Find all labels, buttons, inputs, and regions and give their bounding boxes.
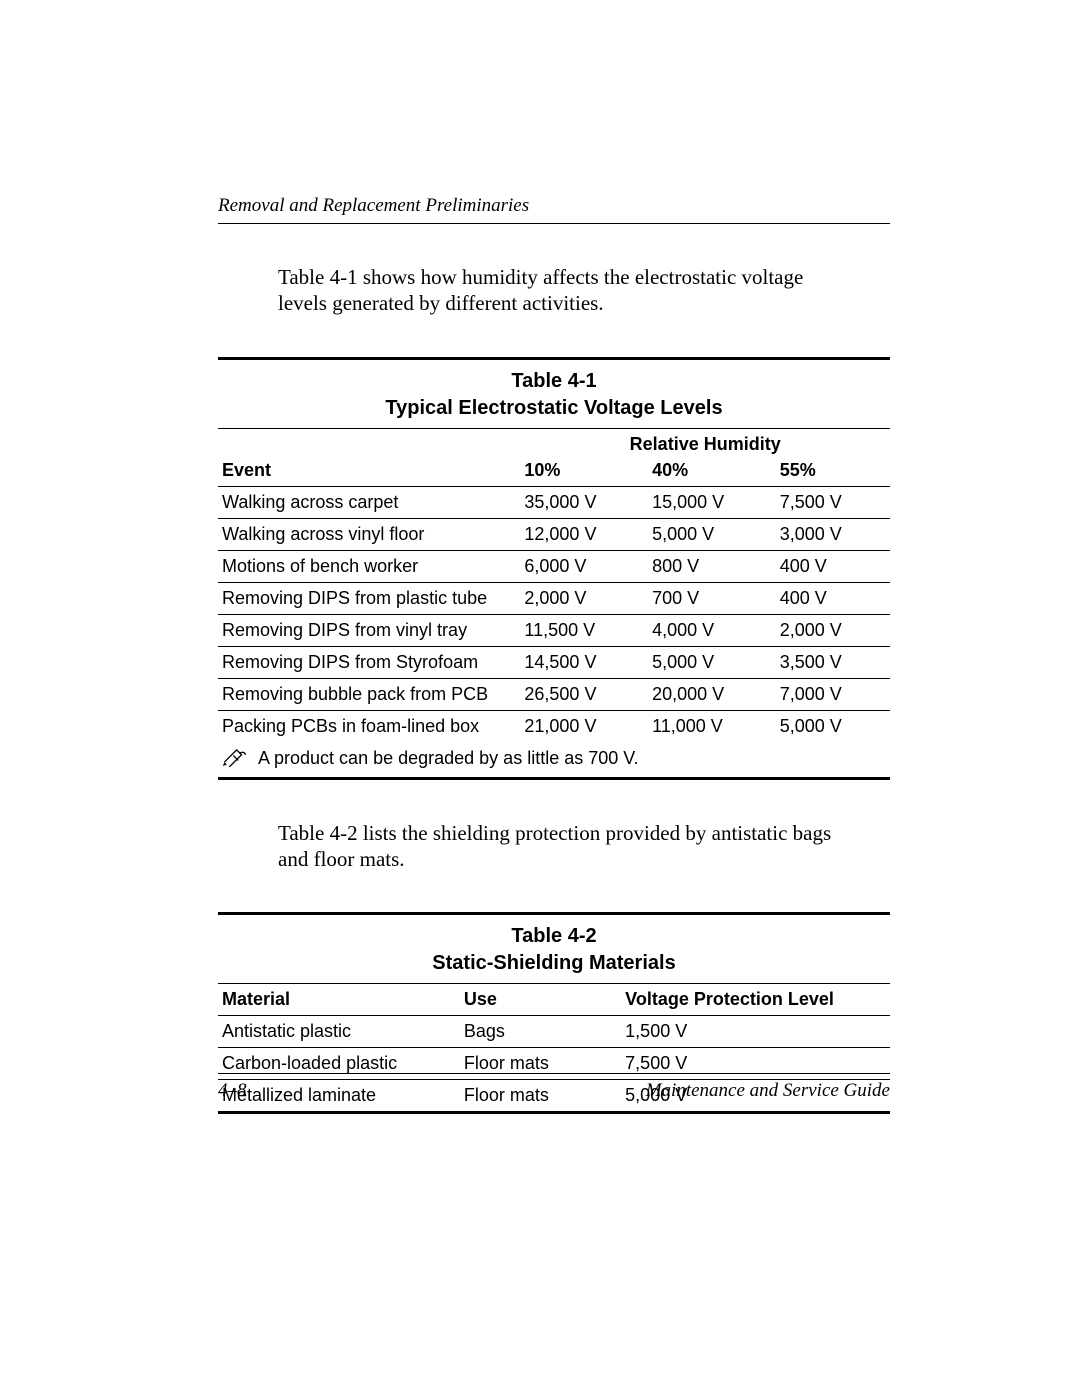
col-10pct: 10%: [520, 455, 648, 487]
table-cell: 7,500 V: [776, 486, 890, 518]
table-row: Removing bubble pack from PCB26,500 V20,…: [218, 678, 890, 710]
table2-bottom-rule: [218, 1111, 890, 1114]
table-4-1-label: Table 4-1: [511, 370, 596, 392]
col-40pct: 40%: [648, 455, 776, 487]
table-cell: Bags: [460, 1016, 621, 1048]
table-4-1-title: Typical Electrostatic Voltage Levels: [385, 397, 722, 419]
table-cell: 1,500 V: [621, 1016, 890, 1048]
col-event: Event: [218, 455, 520, 487]
table-cell: Packing PCBs in foam-lined box: [218, 710, 520, 742]
intro-paragraph-2: Table 4-2 lists the shielding protection…: [278, 820, 838, 873]
header-rule: [218, 223, 890, 224]
table-4-2-title: Static-Shielding Materials: [432, 952, 675, 974]
table-cell: 800 V: [648, 550, 776, 582]
table-4-2-caption: Table 4-2 Static-Shielding Materials: [218, 915, 890, 983]
table-cell: 2,000 V: [520, 582, 648, 614]
col-protection: Voltage Protection Level: [621, 984, 890, 1016]
table-cell: 6,000 V: [520, 550, 648, 582]
table-4-1-caption: Table 4-1 Typical Electrostatic Voltage …: [218, 360, 890, 428]
table-cell: 5,000 V: [648, 518, 776, 550]
running-header: Removal and Replacement Preliminaries: [218, 195, 890, 217]
table-cell: 4,000 V: [648, 614, 776, 646]
table-cell: Removing DIPS from plastic tube: [218, 582, 520, 614]
page: Removal and Replacement Preliminaries Ta…: [0, 0, 1080, 1397]
note-icon: [222, 748, 248, 768]
table-cell: 400 V: [776, 550, 890, 582]
document-title: Maintenance and Service Guide: [646, 1080, 890, 1102]
page-number: 4–8: [218, 1080, 247, 1102]
page-footer: 4–8 Maintenance and Service Guide: [218, 1073, 890, 1102]
col-use: Use: [460, 984, 621, 1016]
table-4-2-header-row: Material Use Voltage Protection Level: [218, 984, 890, 1016]
table-cell: 20,000 V: [648, 678, 776, 710]
table-row: Antistatic plasticBags1,500 V: [218, 1016, 890, 1048]
intro-paragraph-1: Table 4-1 shows how humidity affects the…: [278, 264, 838, 317]
table-4-1-note-row: A product can be degraded by as little a…: [218, 742, 890, 777]
table-row: Removing DIPS from Styrofoam14,500 V5,00…: [218, 646, 890, 678]
table-4-1-note-text: A product can be degraded by as little a…: [258, 748, 639, 769]
table-cell: 700 V: [648, 582, 776, 614]
table-cell: 14,500 V: [520, 646, 648, 678]
table-bottom-rule: [218, 777, 890, 780]
table-row: Packing PCBs in foam-lined box21,000 V11…: [218, 710, 890, 742]
table-cell: 2,000 V: [776, 614, 890, 646]
table-cell: 15,000 V: [648, 486, 776, 518]
table-cell: Antistatic plastic: [218, 1016, 460, 1048]
table-cell: Walking across carpet: [218, 486, 520, 518]
table-cell: Removing DIPS from Styrofoam: [218, 646, 520, 678]
table-cell: 11,000 V: [648, 710, 776, 742]
table-cell: Removing DIPS from vinyl tray: [218, 614, 520, 646]
table-4-1-header-row: Event 10% 40% 55%: [218, 455, 890, 487]
table-cell: Removing bubble pack from PCB: [218, 678, 520, 710]
table-cell: 3,500 V: [776, 646, 890, 678]
table-cell: 5,000 V: [648, 646, 776, 678]
col-55pct: 55%: [776, 455, 890, 487]
table-row: Removing DIPS from vinyl tray11,500 V4,0…: [218, 614, 890, 646]
table-4-1: Relative Humidity Event 10% 40% 55% Walk…: [218, 429, 890, 777]
table-cell: 12,000 V: [520, 518, 648, 550]
table-cell: 26,500 V: [520, 678, 648, 710]
footer-rule: [218, 1073, 890, 1074]
table-4-1-superheader-row: Relative Humidity: [218, 429, 890, 455]
table-row: Motions of bench worker6,000 V800 V400 V: [218, 550, 890, 582]
table-cell: Motions of bench worker: [218, 550, 520, 582]
table-cell: 3,000 V: [776, 518, 890, 550]
table-cell: 400 V: [776, 582, 890, 614]
table-cell: 11,500 V: [520, 614, 648, 646]
table-4-2-label: Table 4-2: [511, 925, 596, 947]
table-row: Removing DIPS from plastic tube2,000 V70…: [218, 582, 890, 614]
table-cell: 7,000 V: [776, 678, 890, 710]
relative-humidity-header: Relative Humidity: [520, 429, 890, 455]
table-cell: 21,000 V: [520, 710, 648, 742]
table-4-1-block: Table 4-1 Typical Electrostatic Voltage …: [218, 357, 890, 780]
col-material: Material: [218, 984, 460, 1016]
table-cell: Walking across vinyl floor: [218, 518, 520, 550]
table-cell: 5,000 V: [776, 710, 890, 742]
table-row: Walking across vinyl floor12,000 V5,000 …: [218, 518, 890, 550]
table-cell: 35,000 V: [520, 486, 648, 518]
table-row: Walking across carpet35,000 V15,000 V7,5…: [218, 486, 890, 518]
